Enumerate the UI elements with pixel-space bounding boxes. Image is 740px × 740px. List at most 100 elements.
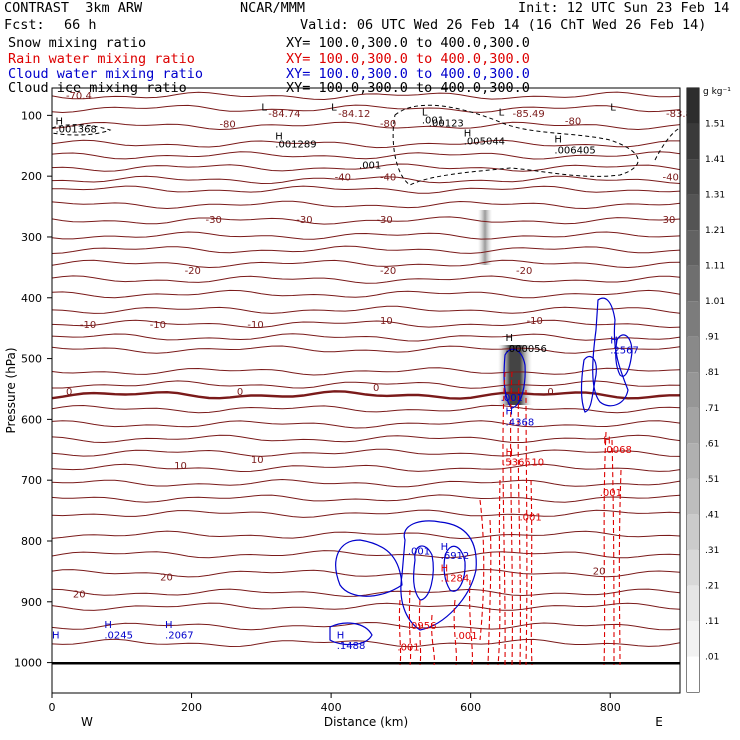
cloud-water-label: H [52, 630, 60, 641]
rain-water-contour [398, 589, 422, 666]
ice-contour [654, 127, 680, 161]
colorbar-swatch [687, 549, 699, 586]
ice-label: L [261, 102, 267, 113]
init-time: Init: 12 UTC Sun 23 Feb 14 [518, 0, 730, 16]
isotherm-label: -80 [565, 116, 581, 127]
isotherm-label: -85.49 [513, 109, 545, 120]
colorbar-swatch [687, 301, 699, 337]
isotherm-line [52, 151, 680, 160]
isotherm-line [52, 175, 680, 185]
cloud-water-contour [580, 355, 597, 413]
isotherm-label: -40 [663, 172, 679, 183]
cloud-water-contours [329, 297, 633, 646]
rain-water-label: 10 [531, 458, 544, 469]
isotherm-label: -10 [150, 320, 166, 331]
isotherm-line [52, 289, 680, 299]
colorbar-label: .21 [705, 581, 719, 591]
rain-water-contour [479, 499, 492, 666]
x-tick-label: 200 [181, 701, 202, 714]
cloud-water-label: .6912 [441, 551, 470, 562]
colorbar-label: 1.21 [705, 226, 725, 236]
isotherm-line [52, 588, 680, 597]
cloud-water-label: .001 [408, 546, 430, 557]
isotherm-line [52, 420, 680, 429]
y-tick-label: 800 [21, 535, 42, 548]
isotherm-label: 20 [160, 573, 173, 584]
isotherm-line [52, 478, 680, 488]
plot-frame [51, 87, 681, 694]
cloud-water-label: H [165, 620, 173, 631]
isotherm-label: 10 [251, 455, 264, 466]
rain-water-label: .5365 [502, 458, 531, 469]
x-tick-label: 400 [321, 701, 342, 714]
colorbar-label: 1.31 [705, 191, 725, 201]
isotherm-line [52, 139, 680, 149]
field-xy-cloud-water: XY= 100.0,300.0 to 400.0,300.0 [286, 66, 530, 82]
colorbar-swatch [687, 372, 699, 408]
cloud-ice-contours [52, 104, 680, 186]
isotherm-label: -80 [219, 120, 235, 131]
colorbar-label: .01 [705, 652, 719, 662]
rain-water-label: H [441, 563, 449, 574]
isotherm-label: 0 [237, 387, 243, 398]
west-label: W [81, 715, 93, 729]
y-tick-label: 300 [21, 231, 42, 244]
colorbar-swatch [687, 159, 699, 195]
rain-water-label: H [506, 447, 514, 458]
x-tick-label: 0 [49, 701, 56, 714]
ice-contour [392, 104, 639, 186]
colorbar-swatch [687, 478, 699, 515]
colorbar-label: 1.51 [705, 120, 725, 130]
colorbar-swatch [687, 230, 699, 266]
isotherm-label: -30 [296, 215, 312, 226]
isotherm-line [52, 163, 680, 172]
rain-water-contours [398, 371, 622, 666]
isotherm-label: -80 [380, 119, 396, 130]
cloud-water-label: H [506, 407, 514, 418]
isotherm-line [52, 121, 680, 131]
cloud-water-contour [400, 520, 477, 631]
rain-water-contour [502, 371, 528, 666]
cloud-water-contour [592, 297, 629, 407]
isotherm-label: 0 [66, 387, 72, 398]
cloud-water-label: .4368 [506, 417, 535, 428]
ice-label: .006405 [554, 146, 595, 157]
y-tick-label: 200 [21, 170, 42, 183]
ice-label: L [499, 107, 505, 118]
isotherm-label: -30 [376, 215, 392, 226]
colorbar-swatch [687, 620, 699, 657]
x-tick-label: 800 [600, 701, 621, 714]
isotherm-line [52, 200, 680, 210]
cloud-water-label: H [441, 542, 449, 553]
ice-label: .001368 [55, 124, 96, 135]
isotherm-label: -20 [380, 266, 396, 277]
isotherm-label: -10 [376, 316, 392, 327]
ice-label: L [331, 102, 337, 113]
cloud-water-label: .2567 [610, 346, 639, 357]
colorbar: .01 .11 .21 .31 .41 .51 .61 .71 .81 .91 1.01 1.11 1.… [686, 87, 731, 693]
valid-time: Valid: 06 UTC Wed 26 Feb 14 (16 ChT Wed … [300, 17, 707, 33]
isotherm-line [52, 231, 680, 240]
isotherm-label: -84.12 [338, 109, 370, 120]
ice-contour [52, 124, 112, 136]
isotherm-line [52, 305, 680, 314]
colorbar-label: .11 [705, 617, 719, 627]
colorbar-label: .91 [705, 333, 719, 343]
isotherm-label: -10 [526, 316, 542, 327]
colorbar-label: 1.11 [705, 262, 725, 272]
isotherm-line [52, 448, 680, 457]
isotherm-line [52, 319, 680, 329]
cloud-water-label: .0245 [104, 630, 133, 641]
ice-label: .001289 [275, 140, 316, 151]
isotherm-line [52, 380, 680, 389]
colorbar-swatch [687, 656, 699, 692]
ice-label: H [275, 132, 283, 143]
ice-label: H [55, 116, 63, 127]
x-axis-title: Distance (km) [324, 715, 408, 729]
isotherm-line [52, 367, 680, 376]
isotherm-label: 20 [593, 566, 606, 577]
isotherm-line [52, 333, 680, 342]
y-tick-label: 100 [21, 109, 42, 122]
